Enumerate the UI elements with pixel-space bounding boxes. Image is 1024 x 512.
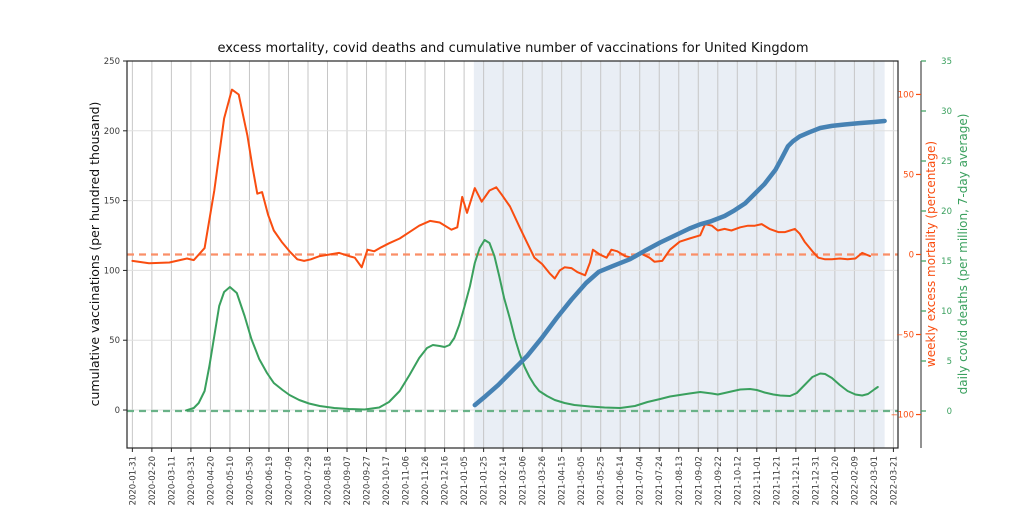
x-tick-label: 2020-10-17 <box>382 456 392 505</box>
series-layer <box>131 88 887 412</box>
right-axis-2-tick-label: 5 <box>947 357 952 367</box>
x-tick-label: 2021-02-14 <box>499 456 509 505</box>
x-tick-label: 2020-02-20 <box>148 456 158 505</box>
x-tick-label: 2020-08-18 <box>324 456 334 505</box>
right-axis-1-tick-label: 100 <box>898 90 914 100</box>
right-axis-1-tick-label: −100 <box>891 411 914 421</box>
left-tick-label: 200 <box>104 127 120 137</box>
right-axis-2-tick-label: 35 <box>941 57 952 67</box>
x-tick-label: 2020-06-19 <box>265 456 275 505</box>
x-tick-label: 2021-08-13 <box>675 456 685 505</box>
x-tick-label: 2020-11-26 <box>421 456 431 505</box>
x-tick-label: 2020-01-31 <box>128 456 138 505</box>
x-tick-label: 2022-03-21 <box>889 456 899 505</box>
series-line-left <box>472 118 887 408</box>
left-tick-label: 250 <box>104 57 120 67</box>
right-axis-2-tick-label: 10 <box>941 307 952 317</box>
right-axis-1-tick-label: 50 <box>903 170 914 180</box>
x-tick-label: 2020-03-11 <box>167 456 177 505</box>
x-tick-label: 2021-11-01 <box>753 456 763 505</box>
x-tick-label: 2021-03-06 <box>519 456 529 505</box>
x-tick-label: 2022-02-09 <box>850 456 860 505</box>
x-tick-label: 2021-12-31 <box>811 456 821 505</box>
x-tick-label: 2021-09-22 <box>714 456 724 505</box>
x-tick-label: 2021-04-15 <box>558 456 568 505</box>
x-tick-label: 2020-09-27 <box>363 456 373 505</box>
x-tick-label: 2020-03-31 <box>187 456 197 505</box>
ticks-layer <box>123 60 926 452</box>
x-tick-label: 2021-07-24 <box>655 456 665 505</box>
x-tick-label: 2020-05-10 <box>226 456 236 505</box>
x-tick-label: 2020-04-20 <box>206 456 216 505</box>
left-tick-label: 50 <box>109 336 120 346</box>
left-tick-label: 150 <box>104 197 120 207</box>
x-tick-label: 2021-01-05 <box>460 456 470 505</box>
right-axis-2-tick-label: 0 <box>947 407 952 417</box>
x-tick-label: 2021-03-26 <box>538 456 548 505</box>
series-line-right1 <box>131 88 871 280</box>
left-tick-label: 100 <box>104 266 120 276</box>
x-tick-label: 2021-05-05 <box>577 456 587 505</box>
x-tick-label: 2020-05-30 <box>245 456 255 505</box>
right-axis-2-tick-label: 30 <box>941 107 952 117</box>
x-tick-label: 2021-11-21 <box>772 456 782 505</box>
left-tick-label: 0 <box>115 406 120 416</box>
x-tick-label: 2021-06-14 <box>616 456 626 505</box>
x-tick-label: 2021-10-12 <box>733 456 743 505</box>
x-tick-label: 2020-09-07 <box>343 456 353 505</box>
x-tick-label: 2021-07-04 <box>636 456 646 505</box>
right-axis-1-tick-label: −50 <box>896 331 914 341</box>
x-tick-label: 2020-12-16 <box>441 456 451 505</box>
x-tick-label: 2021-12-11 <box>792 456 802 505</box>
right-axis-1-tick-label: 0 <box>909 251 914 261</box>
right-axis-2-tick-label: 25 <box>941 157 952 167</box>
plot-border <box>126 60 899 449</box>
left-axis-title: cumulative vaccinations (per hundred tho… <box>87 102 102 407</box>
series-line-right2 <box>185 239 879 412</box>
x-tick-label: 2021-01-25 <box>480 456 490 505</box>
right-axis-1-title: weekly excess mortality (percentage) <box>924 141 938 367</box>
right-axis-2-tick-label: 15 <box>941 257 952 267</box>
x-tick-label: 2021-05-25 <box>597 456 607 505</box>
x-tick-label: 2020-11-06 <box>402 456 412 505</box>
x-tick-label: 2020-07-29 <box>304 456 314 505</box>
right-axis-2-tick-label: 20 <box>941 207 952 217</box>
x-tick-label: 2021-09-02 <box>694 456 704 505</box>
x-tick-label: 2022-03-01 <box>870 456 880 505</box>
right-axis-2-title: daily covid deaths (per million, 7-day a… <box>956 114 970 395</box>
chart-title: excess mortality, covid deaths and cumul… <box>217 41 808 56</box>
x-tick-label: 2022-01-20 <box>831 456 841 505</box>
tick-labels-layer: 2020-01-31 2020-02-20 2020-03-11 2020-03-31… <box>104 57 952 505</box>
reference-lines-layer <box>127 253 898 413</box>
x-tick-label: 2020-07-09 <box>284 456 294 505</box>
